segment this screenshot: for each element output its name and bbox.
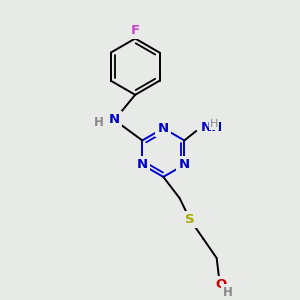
- Text: N: N: [158, 122, 169, 135]
- Text: N: N: [179, 158, 190, 171]
- Text: H: H: [94, 116, 104, 129]
- Text: N: N: [109, 113, 120, 127]
- Text: S: S: [185, 213, 195, 226]
- Text: O: O: [215, 278, 226, 291]
- Text: F: F: [130, 24, 140, 37]
- Text: NH: NH: [201, 122, 223, 134]
- Text: H: H: [223, 286, 233, 299]
- Text: N: N: [137, 158, 148, 171]
- Text: H: H: [210, 118, 218, 128]
